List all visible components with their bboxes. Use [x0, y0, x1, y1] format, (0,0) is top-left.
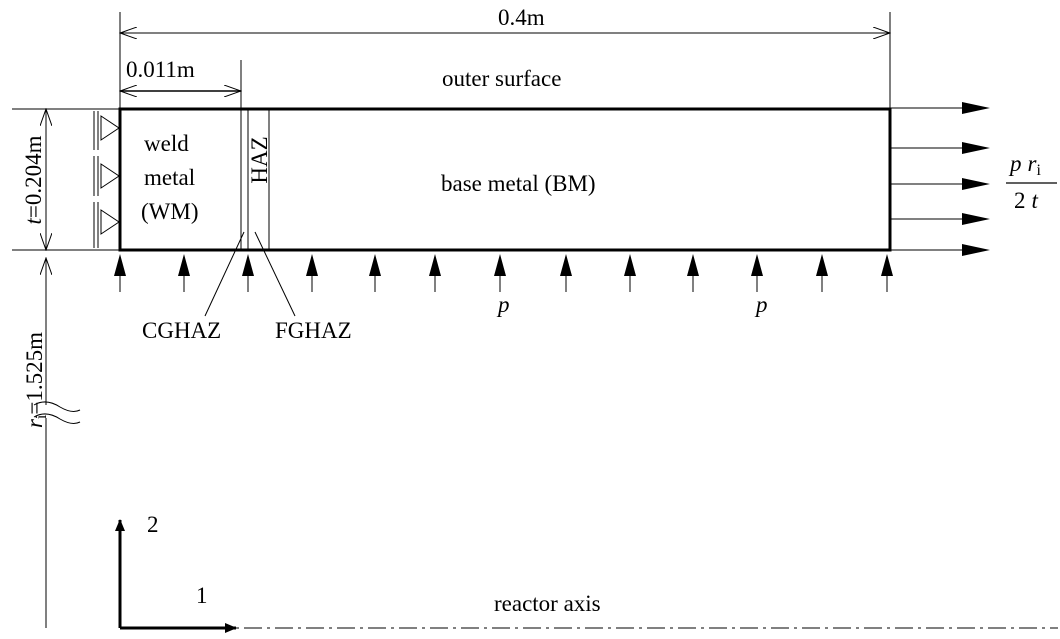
cghaz-label: CGHAZ — [142, 318, 221, 343]
axial-numerator: p ri — [1008, 151, 1041, 179]
pressure-label-1: p — [496, 292, 510, 317]
thickness-variable: t — [21, 218, 46, 225]
numerator-r: r — [1028, 151, 1038, 176]
axial-load-arrows — [890, 102, 990, 256]
radius-label: ri=1.525m — [22, 332, 50, 428]
radius-dimension: ri=1.525m — [22, 258, 81, 628]
weld-width-dimension: 0.011m — [120, 57, 241, 108]
axial-arrow-head — [962, 102, 990, 114]
reactor-axis-label: reactor axis — [494, 591, 601, 616]
pressure-arrow-head — [881, 254, 893, 276]
cghaz-leader — [204, 231, 245, 317]
pressure-arrows — [114, 254, 893, 292]
outer-surface-label: outer surface — [442, 66, 561, 91]
haz-label: HAZ — [247, 136, 272, 183]
weld-label-line1: weld — [144, 131, 189, 156]
pressure-arrow-head — [560, 254, 572, 276]
pressure-arrow-head — [429, 254, 441, 276]
numerator-subscript: i — [1036, 162, 1041, 179]
pressure-arrow-head — [369, 254, 381, 276]
pressure-arrow-head — [624, 254, 636, 276]
fghaz-leader — [254, 231, 296, 317]
fghaz-label: FGHAZ — [275, 318, 352, 343]
total-length-label: 0.4m — [498, 5, 545, 30]
plate-rectangle — [118, 107, 892, 252]
total-length-dimension: 0.4m — [120, 5, 890, 108]
thickness-dimension: t=0.204m — [12, 109, 120, 250]
pressure-arrow-head — [242, 254, 254, 276]
axis-2-label: 2 — [147, 512, 159, 537]
weld-width-label: 0.011m — [126, 57, 195, 82]
radius-value: =1.525m — [22, 332, 47, 415]
base-metal-label: base metal (BM) — [441, 171, 596, 196]
radius-subscript: i — [33, 414, 50, 419]
axial-arrow-head — [962, 142, 990, 154]
thickness-label: t=0.204m — [21, 135, 46, 224]
pressure-arrow-head — [816, 254, 828, 276]
symmetry-supports — [93, 111, 120, 248]
denominator-two: 2 — [1014, 188, 1026, 213]
weld-label-line2: metal — [144, 165, 195, 190]
coordinate-axes: 2 1 — [115, 512, 237, 633]
pressure-label-2: p — [754, 292, 768, 317]
pressure-arrow-head — [687, 254, 699, 276]
axis-1-label: 1 — [196, 583, 208, 608]
pressure-arrow-head — [751, 254, 763, 276]
weld-label-line3: (WM) — [141, 199, 198, 224]
pressure-arrow-head — [178, 254, 190, 276]
pressure-arrow-head — [494, 254, 506, 276]
denominator-t: t — [1032, 188, 1039, 213]
radius-variable: r — [22, 418, 47, 428]
thickness-value: =0.204m — [21, 135, 46, 218]
axial-arrow-head — [962, 244, 990, 256]
axial-arrow-head — [962, 213, 990, 225]
axial-arrow-head — [962, 178, 990, 190]
pressure-arrow-head — [114, 254, 126, 276]
pressure-arrow-head — [306, 254, 318, 276]
numerator-p: p — [1008, 151, 1022, 176]
